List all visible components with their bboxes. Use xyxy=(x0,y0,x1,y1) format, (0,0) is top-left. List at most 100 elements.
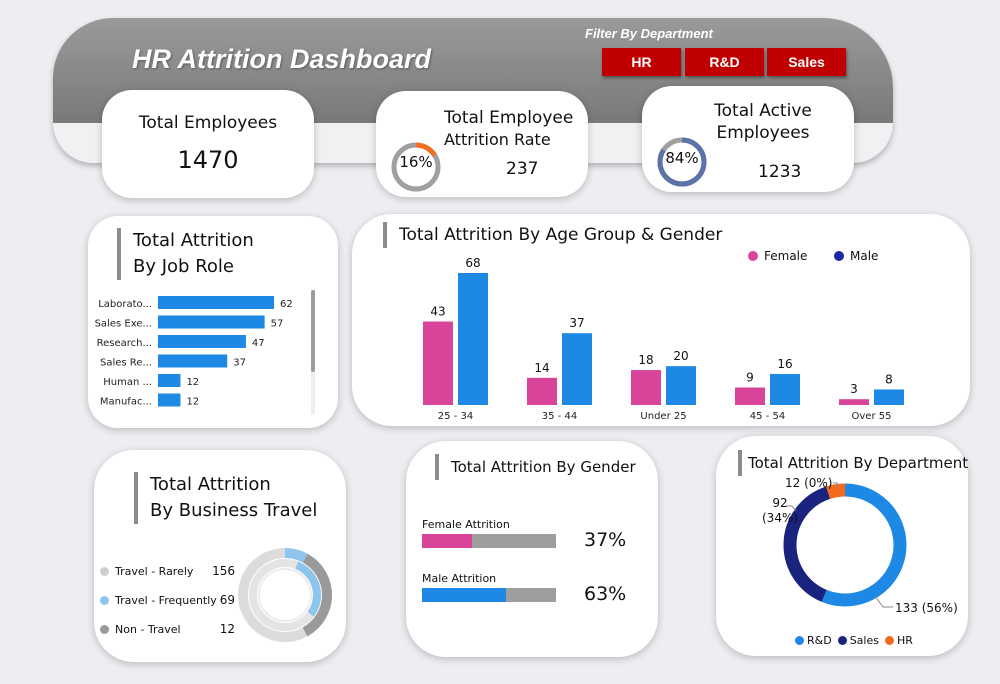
age-gender-bar-chart: 43 68 25 - 34 14 37 35 - 44 18 20 Under 25 9 16 45 … xyxy=(423,256,904,422)
kpi-attrition-rate-card: Total Employee Attrition Rate 16% 237 xyxy=(376,91,588,197)
age-bar-value-label: 16 xyxy=(777,357,792,371)
department-donut xyxy=(783,482,907,608)
job-role-bar-chart: Laborato... 62 Sales Exe... 57 Research... 47… xyxy=(95,296,293,408)
age-bar-male[interactable] xyxy=(458,273,488,405)
age-category-label: Under 25 xyxy=(640,411,686,422)
travel-legend-dot-icon xyxy=(100,624,109,634)
job-role-value-label: 37 xyxy=(233,358,246,369)
rnd-leader-line xyxy=(874,595,893,608)
legend-male-label: Male xyxy=(850,249,879,263)
attrition-rate-gauge xyxy=(391,142,441,192)
legend-female: Female xyxy=(748,249,807,263)
dept-label-sales-pct: (34%) xyxy=(762,511,799,525)
travel-legend-label: Travel - Frequently xyxy=(115,593,217,607)
age-bar-female[interactable] xyxy=(423,321,453,405)
age-category-label: 25 - 34 xyxy=(438,411,473,422)
hr-leader-line xyxy=(833,482,840,488)
age-bar-value-label: 9 xyxy=(746,371,754,385)
job-role-bar[interactable] xyxy=(158,296,274,309)
job-role-category-label: Sales Exe... xyxy=(95,319,152,330)
job-role-title: Total Attrition By Job Role xyxy=(117,228,254,280)
age-bar-male[interactable] xyxy=(666,366,696,405)
age-gender-title: Total Attrition By Age Group & Gender xyxy=(383,222,722,248)
gender-progress-track xyxy=(422,534,556,548)
filter-label: Filter By Department xyxy=(585,26,713,41)
travel-legend-dot-icon xyxy=(100,595,109,605)
age-bar-female[interactable] xyxy=(527,377,557,405)
age-bar-value-label: 37 xyxy=(569,316,584,330)
age-bar-value-label: 14 xyxy=(534,361,549,375)
legend-sales-dot-icon xyxy=(837,636,847,645)
job-role-category-label: Human ... xyxy=(103,377,152,388)
business-travel-donut xyxy=(238,548,332,642)
legend-male: Male xyxy=(834,249,878,263)
dept-label-sales-value: 92 xyxy=(772,496,788,510)
business-travel-title-line2: By Business Travel xyxy=(150,500,318,521)
business-travel-title-line1: Total Attrition xyxy=(150,474,271,495)
dept-label-rnd: 133 (56%) xyxy=(895,601,958,615)
kpi-attrition-rate-label-line1: Total Employee xyxy=(444,108,574,128)
legend-female-label: Female xyxy=(764,249,808,263)
job-role-bar[interactable] xyxy=(158,335,246,348)
age-bar-value-label: 68 xyxy=(465,256,480,270)
gauge-fill xyxy=(657,137,707,187)
active-percent: 84% xyxy=(665,149,699,167)
travel-legend-value: 69 xyxy=(219,593,235,607)
age-category-label: 35 - 44 xyxy=(542,411,577,422)
age-bar-value-label: 20 xyxy=(673,349,688,363)
job-role-value-label: 12 xyxy=(186,397,199,408)
legend-female-dot-icon xyxy=(748,251,758,261)
job-role-category-label: Laborato... xyxy=(98,299,152,310)
job-role-value-label: 57 xyxy=(271,319,284,330)
department-segment-sales[interactable] xyxy=(783,483,907,607)
age-bar-value-label: 3 xyxy=(850,382,858,396)
sales-leader-line xyxy=(785,505,797,512)
gender-row-percent: 37% xyxy=(584,529,627,551)
legend-hr-dot-icon xyxy=(884,636,894,645)
age-category-label: Over 55 xyxy=(852,411,892,422)
dept-label-sales: 92 (34%) xyxy=(762,496,798,526)
gauge-fill xyxy=(391,142,441,192)
age-bar-male[interactable] xyxy=(562,333,592,405)
travel-legend-label: Travel - Rarely xyxy=(115,564,194,578)
age-bar-value-label: 43 xyxy=(430,305,445,319)
travel-inner-segment-frequently[interactable] xyxy=(249,559,321,631)
filter-hr-button[interactable]: HR xyxy=(602,48,681,76)
job-role-bar[interactable] xyxy=(158,393,181,407)
kpi-active-count: 1233 xyxy=(758,162,802,182)
gender-card xyxy=(406,441,658,657)
travel-legend-item: Non - Travel 12 xyxy=(100,622,235,636)
kpi-attrition-count: 237 xyxy=(506,159,539,179)
travel-outer-segment-non-travel[interactable] xyxy=(238,548,332,642)
filter-sales-button[interactable]: Sales xyxy=(767,48,846,76)
age-bar-female[interactable] xyxy=(631,370,661,405)
job-role-category-label: Manufac... xyxy=(100,397,152,408)
scrollbar-thumb[interactable] xyxy=(311,290,315,372)
age-bar-value-label: 18 xyxy=(638,353,653,367)
job-role-scrollbar[interactable] xyxy=(311,290,315,415)
kpi-active-employees-label: Total Active Employees xyxy=(702,100,824,144)
job-role-bar[interactable] xyxy=(158,315,265,329)
job-role-bar[interactable] xyxy=(158,354,228,368)
travel-outer-segment-frequently[interactable] xyxy=(238,548,332,642)
travel-donut-hole xyxy=(258,568,312,622)
department-title: Total Attrition By Department xyxy=(738,450,968,476)
kpi-attrition-rate-label: Total Employee Attrition Rate xyxy=(444,107,573,151)
gender-progress-fill xyxy=(422,534,472,548)
job-role-category-label: Sales Re... xyxy=(100,358,152,369)
department-segment-hr[interactable] xyxy=(783,483,907,607)
travel-legend-dot-icon xyxy=(100,566,109,576)
job-role-value-label: 12 xyxy=(186,377,199,388)
kpi-active-label-line1: Total Active xyxy=(714,101,812,121)
gender-title: Total Attrition By Gender xyxy=(435,454,636,480)
age-bar-male[interactable] xyxy=(770,373,800,405)
age-bar-female[interactable] xyxy=(839,399,869,405)
job-role-bar[interactable] xyxy=(158,374,181,387)
age-bar-male[interactable] xyxy=(874,389,904,405)
kpi-total-employees-card: Total Employees 1470 xyxy=(102,90,314,198)
gender-progress-fill xyxy=(422,588,507,602)
travel-legend-item: Travel - Rarely 156 xyxy=(100,564,235,578)
age-bar-female[interactable] xyxy=(735,387,765,405)
filter-rnd-button[interactable]: R&D xyxy=(685,48,764,76)
job-role-value-label: 62 xyxy=(280,299,293,310)
